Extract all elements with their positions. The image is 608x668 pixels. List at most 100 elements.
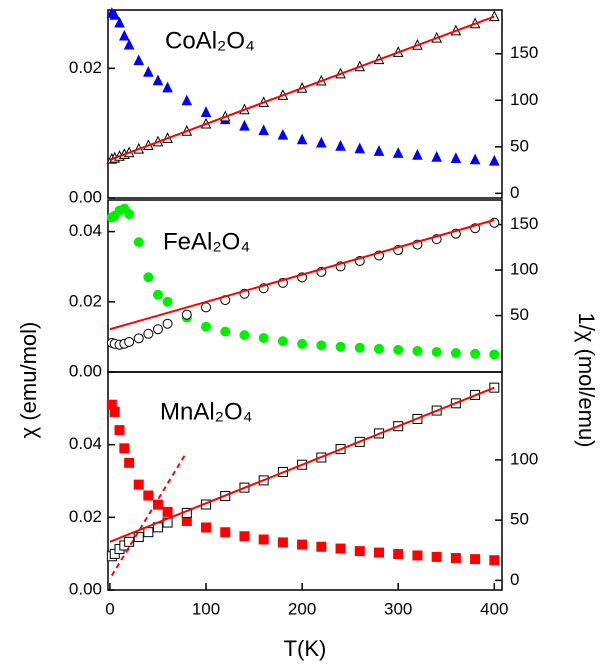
data-point (109, 406, 120, 417)
data-point (258, 332, 269, 343)
data-point (373, 343, 384, 354)
y-tick-label: 0.00 (69, 361, 102, 380)
data-point (450, 348, 461, 359)
y-tick-label: 0.04 (69, 434, 102, 453)
data-point (297, 338, 308, 349)
data-point (162, 296, 173, 307)
x-tick-label: 0 (105, 599, 114, 618)
data-point (143, 328, 154, 339)
y2-tick-label: 100 (510, 260, 538, 279)
data-point (133, 479, 144, 490)
data-point (143, 527, 154, 538)
data-point (124, 457, 135, 468)
data-point (119, 29, 130, 41)
data-point (162, 81, 173, 93)
data-point (297, 539, 308, 550)
y2-tick-label: 50 (510, 510, 529, 529)
data-point (133, 54, 145, 66)
dashed-line (110, 454, 186, 577)
data-point (133, 333, 144, 344)
data-point (431, 551, 442, 562)
x-tick-label: 100 (192, 599, 220, 618)
data-point (489, 555, 500, 566)
data-point (152, 289, 163, 300)
data-point (431, 346, 442, 357)
data-point (316, 136, 327, 148)
data-point (489, 154, 500, 166)
y-axis-label: χ (emu/mol) (16, 322, 41, 439)
data-point (316, 541, 327, 552)
fit-line (109, 219, 495, 331)
plot-frame (107, 371, 503, 591)
data-point (450, 152, 462, 164)
y2-tick-label: 50 (510, 305, 529, 324)
y2-tick-label: 0 (510, 183, 519, 202)
data-point (469, 153, 481, 165)
data-point (181, 94, 193, 106)
y2-axis-label: 1/χ (mol/emu) (574, 312, 599, 447)
y-tick-label: 0.02 (69, 507, 102, 526)
data-point (124, 536, 135, 547)
y2-tick-label: 0 (510, 570, 519, 589)
data-point (119, 443, 130, 454)
panel-title: MnAl₂O₄ (160, 398, 252, 425)
data-point (393, 549, 404, 560)
data-point (412, 550, 423, 561)
data-point (335, 543, 346, 554)
fit-line (109, 386, 495, 543)
data-point (143, 66, 154, 77)
data-point (201, 522, 212, 533)
y-tick-label: 0.02 (69, 291, 102, 310)
x-tick-label: 300 (384, 599, 412, 618)
y-tick-label: 0.04 (69, 221, 102, 240)
data-point (392, 147, 404, 158)
data-point (133, 532, 144, 543)
data-point (373, 547, 384, 558)
data-point (109, 9, 121, 20)
data-point (114, 425, 125, 436)
data-point (489, 10, 500, 22)
data-point (201, 321, 212, 332)
data-point (470, 348, 481, 359)
data-point (450, 553, 461, 564)
data-point (431, 150, 442, 162)
y-tick-label: 0.00 (69, 579, 102, 598)
data-point (258, 534, 269, 545)
data-point (220, 326, 231, 337)
data-point (316, 340, 327, 351)
data-point (489, 217, 500, 228)
data-point (239, 330, 250, 341)
data-point (123, 38, 135, 50)
data-point (124, 336, 135, 347)
data-point (143, 490, 154, 501)
data-point (181, 309, 192, 320)
y2-tick-label: 100 (510, 90, 538, 109)
data-point (258, 124, 269, 136)
data-point (162, 506, 173, 517)
data-point (124, 209, 135, 220)
x-axis-label: T(K) (284, 636, 327, 661)
x-tick-label: 400 (480, 599, 508, 618)
data-point (412, 149, 423, 160)
x-tick-label: 200 (288, 599, 316, 618)
data-point (152, 74, 164, 86)
data-point (143, 272, 154, 283)
data-point (114, 16, 125, 28)
data-point (489, 349, 500, 360)
data-point (220, 527, 231, 538)
data-point (277, 128, 289, 140)
y2-tick-label: 150 (510, 43, 538, 62)
y2-tick-label: 150 (510, 214, 538, 233)
y2-tick-label: 50 (510, 136, 529, 155)
data-point (335, 139, 346, 151)
data-point (335, 341, 346, 352)
data-point (152, 324, 163, 335)
data-point (296, 133, 308, 145)
y2-tick-label: 100 (510, 449, 538, 468)
data-point (201, 302, 212, 313)
data-point (133, 237, 144, 248)
data-point (162, 318, 173, 329)
data-point (239, 531, 250, 542)
data-point (152, 499, 163, 510)
